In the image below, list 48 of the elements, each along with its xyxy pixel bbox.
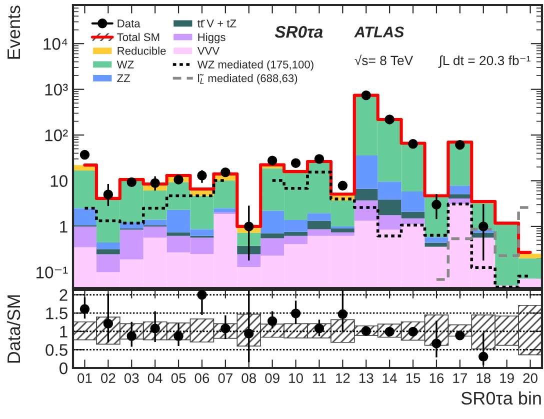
- y-tick-label: 10⁻¹: [36, 266, 68, 278]
- x-tick-label: 18: [476, 373, 490, 384]
- y-tick-label: 2: [60, 289, 68, 301]
- y-tick-label: 10⁴: [44, 38, 68, 50]
- x-tick-label: 04: [148, 373, 162, 384]
- x-tick-label: 13: [359, 373, 374, 384]
- x-tick-label: 05: [171, 373, 186, 384]
- legend-label: WZ: [116, 60, 134, 68]
- x-tick-label: 01: [78, 373, 92, 384]
- y-tick-label: 0.5: [46, 344, 68, 356]
- x-tick-label: 11: [313, 373, 326, 383]
- legend-label: Data: [118, 20, 140, 28]
- legend-label: Reducible: [118, 46, 166, 55]
- annotation: ∫L dt = 20.3 fb⁻¹: [438, 55, 530, 68]
- x-tick-label: 19: [500, 373, 514, 384]
- y-tick-label: 1.5: [46, 308, 68, 320]
- x-tick-label: 09: [265, 373, 280, 384]
- legend-label: ZZ: [117, 74, 130, 82]
- y-tick-label: 10²: [45, 129, 68, 142]
- y-tick-label: 1: [60, 326, 68, 338]
- y-tick-label: 1: [60, 221, 68, 232]
- legend-label: WZ mediated (175,100): [197, 60, 314, 71]
- x-tick-label: 17: [453, 373, 467, 383]
- x-tick-label: 03: [124, 373, 139, 384]
- y-axis-title: Data/SM: [6, 295, 20, 363]
- annotation: ATLAS: [354, 26, 404, 38]
- x-tick-label: 20: [523, 373, 538, 384]
- x-tick-label: 16: [430, 373, 444, 384]
- y-tick-label: 0: [60, 362, 68, 374]
- x-tick-label: 10: [289, 373, 303, 384]
- x-tick-label: 12: [336, 373, 350, 383]
- legend-label: Total SM: [117, 32, 160, 42]
- y-tick-label: 10: [50, 175, 68, 187]
- x-tick-label: 14: [382, 373, 397, 383]
- annotation: √s= 8 TeV: [354, 54, 414, 66]
- legend-label: tt̄ V + tZ: [198, 20, 236, 28]
- x-tick-label: 06: [194, 373, 210, 384]
- x-tick-label: 07: [218, 373, 232, 384]
- y-axis-title: Events: [8, 6, 20, 59]
- y-tick-label: 10³: [45, 84, 68, 96]
- x-tick-label: 02: [100, 373, 116, 384]
- x-axis-title: SR0τa bin: [461, 391, 541, 405]
- legend-label: l̃$_{L}$ mediated (688,63): [198, 74, 298, 84]
- x-tick-label: 15: [406, 373, 420, 384]
- legend-label: Higgs: [198, 32, 226, 44]
- x-tick-label: 08: [242, 373, 256, 384]
- annotation: SR0τa: [274, 26, 323, 38]
- legend-label: VVV: [197, 47, 220, 55]
